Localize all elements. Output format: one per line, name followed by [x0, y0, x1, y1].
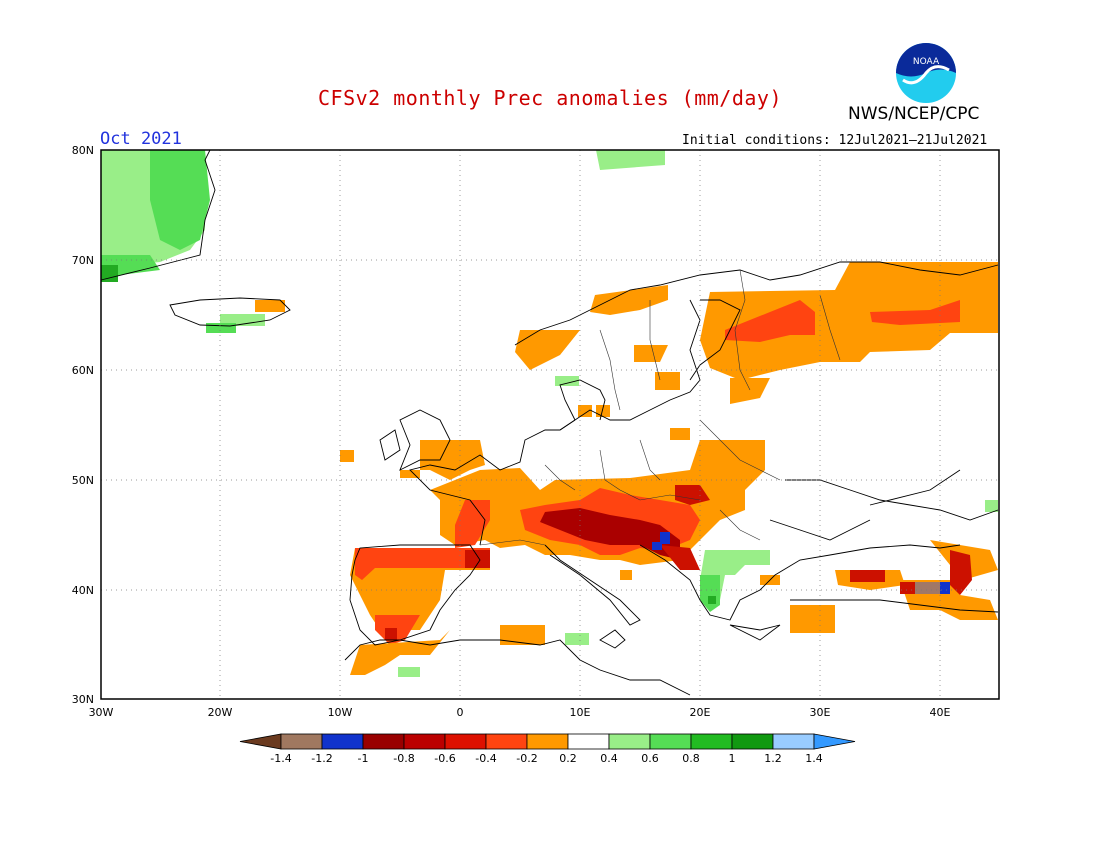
colorbar-swatch — [690, 733, 733, 750]
lat-label: 70N — [72, 254, 94, 267]
map-frame — [100, 149, 1000, 700]
colorbar-swatch — [813, 733, 856, 750]
colorbar-label: -0.6 — [434, 752, 455, 765]
colorbar-label: 1.4 — [805, 752, 823, 765]
colorbar-label: -1.2 — [311, 752, 332, 765]
lon-label: 30W — [89, 706, 114, 719]
colorbar-label: -1 — [358, 752, 369, 765]
colorbar-label: -0.4 — [475, 752, 496, 765]
lat-axis: 80N 70N 60N 50N 40N 30N — [72, 144, 94, 706]
colorbar-swatch — [280, 733, 323, 750]
colorbar-swatch — [567, 733, 610, 750]
colorbar-swatch — [772, 733, 815, 750]
colorbar-label: 0.6 — [641, 752, 659, 765]
colorbar-swatch — [485, 733, 528, 750]
colorbar-label: 0.8 — [682, 752, 700, 765]
lon-label: 10E — [570, 706, 591, 719]
forecast-month: Oct 2021 — [100, 129, 182, 149]
lon-axis: 30W 20W 10W 0 10E 20E 30E 40E — [89, 706, 951, 719]
graticule — [101, 150, 999, 699]
colorbar-label: -1.4 — [270, 752, 291, 765]
colorbar-label: -0.2 — [516, 752, 537, 765]
colorbar-swatch — [239, 733, 282, 750]
lon-label: 20E — [690, 706, 711, 719]
colorbar-swatch — [608, 733, 651, 750]
lon-label: 0 — [457, 706, 464, 719]
svg-text:NOAA: NOAA — [913, 57, 940, 67]
colorbar-swatch — [444, 733, 487, 750]
anomaly-shading — [101, 150, 998, 677]
colorbar-label: 1 — [729, 752, 736, 765]
lon-label: 20W — [208, 706, 233, 719]
lat-label: 80N — [72, 144, 94, 157]
colorbar-swatch — [362, 733, 405, 750]
colorbar-swatch — [731, 733, 774, 750]
map-title: CFSv2 monthly Prec anomalies (mm/day) — [317, 86, 783, 110]
lon-label: 40E — [930, 706, 951, 719]
colorbar-swatch — [403, 733, 446, 750]
colorbar-swatch — [321, 733, 364, 750]
noaa-logo: NOAA — [896, 43, 956, 103]
country-borders — [479, 269, 841, 546]
lat-label: 50N — [72, 474, 94, 487]
colorbar-swatch — [526, 733, 569, 750]
colorbar-label: -0.8 — [393, 752, 414, 765]
initial-conditions: Initial conditions: 12Jul2021–21Jul2021 — [682, 133, 988, 148]
colorbar-swatch — [649, 733, 692, 750]
agency-label: NWS/NCEP/CPC — [848, 104, 980, 124]
lon-label: 10W — [328, 706, 353, 719]
lat-label: 40N — [72, 584, 94, 597]
lat-label: 60N — [72, 364, 94, 377]
coastlines — [100, 149, 999, 696]
lon-label: 30E — [810, 706, 831, 719]
colorbar-label: 1.2 — [764, 752, 782, 765]
colorbar-label: 0.4 — [600, 752, 618, 765]
colorbar: -1.4 -1.2 -1 -0.8 -0.6 -0.4 -0.2 0.2 0.4 0.6 0.8 1 1… — [239, 733, 856, 765]
lat-label: 30N — [72, 693, 94, 706]
colorbar-label: 0.2 — [559, 752, 577, 765]
